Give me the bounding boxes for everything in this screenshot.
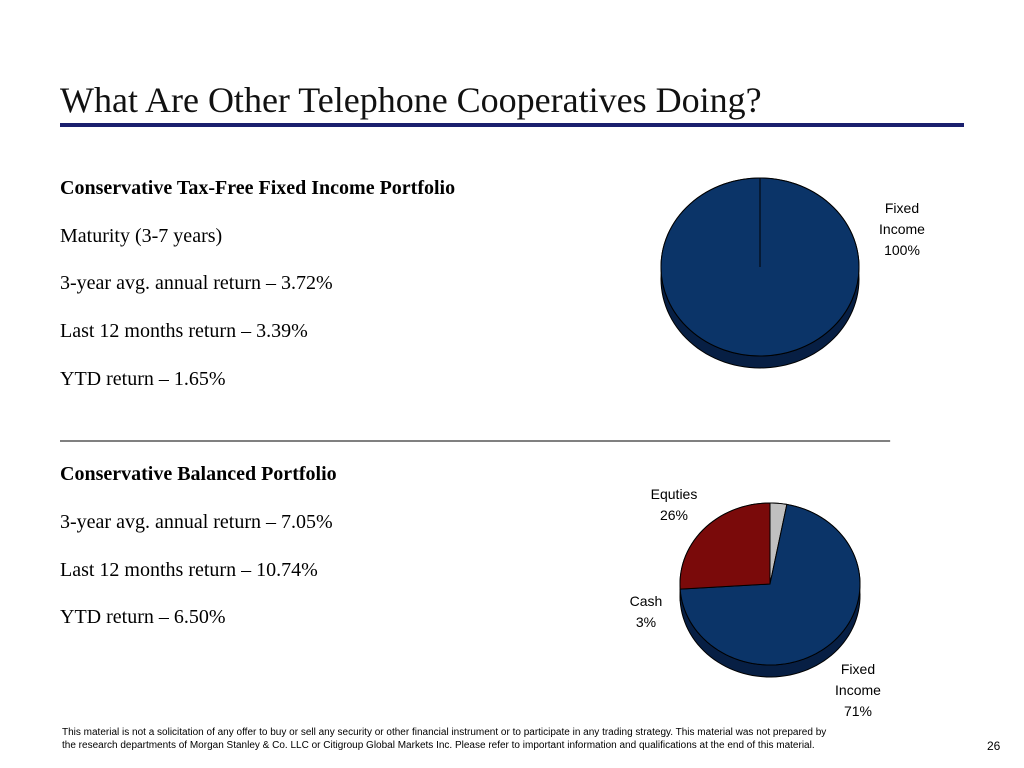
pie1-label-line: Income [879,221,925,237]
pie2-label-line: Income [835,682,881,698]
portfolio1-ytd-return: YTD return – 1.65% [60,368,226,390]
disclaimer-line: the research departments of Morgan Stanl… [62,740,815,751]
slide-title: What Are Other Telephone Cooperatives Do… [60,80,762,120]
pie1-label-line: Fixed [884,200,920,216]
pie2-label-line: Equties [650,486,698,502]
title-underline [60,123,964,127]
pie2-label-line: Fixed [840,661,876,677]
portfolio2-heading: Conservative Balanced Portfolio [60,463,337,485]
portfolio2-ytd-return: YTD return – 6.50% [60,606,226,628]
pie2-label-value: 71% [843,703,873,719]
pie2-label-cash: Cash 3% [616,591,676,633]
pie1-label-value: 100% [884,242,920,258]
section-separator: ________________________________________… [60,422,890,444]
pie2-label-line: Cash [629,593,663,609]
pie2-label-equities: Equties 26% [638,484,710,526]
page-number: 26 [987,739,1001,753]
portfolio1-heading: Conservative Tax-Free Fixed Income Portf… [60,177,456,199]
pie2-label-value: 26% [659,507,689,523]
portfolio1-3yr-return: 3-year avg. annual return – 3.72% [60,272,333,294]
portfolio1-maturity: Maturity (3-7 years) [60,225,223,247]
pie1-label-fixed-income: Fixed Income 100% [866,198,938,261]
pie2-slice-1 [679,503,861,666]
pie2-label-value: 3% [635,614,657,630]
pie2-slice-2 [679,502,771,590]
portfolio1-12mo-return: Last 12 months return – 3.39% [60,320,308,342]
disclaimer: This material is not a solicitation of a… [62,726,826,752]
portfolio2-12mo-return: Last 12 months return – 10.74% [60,559,318,581]
pie2-label-fixed-income: Fixed Income 71% [822,659,894,722]
portfolio2-3yr-return: 3-year avg. annual return – 7.05% [60,511,333,533]
disclaimer-line: This material is not a solicitation of a… [62,727,827,738]
